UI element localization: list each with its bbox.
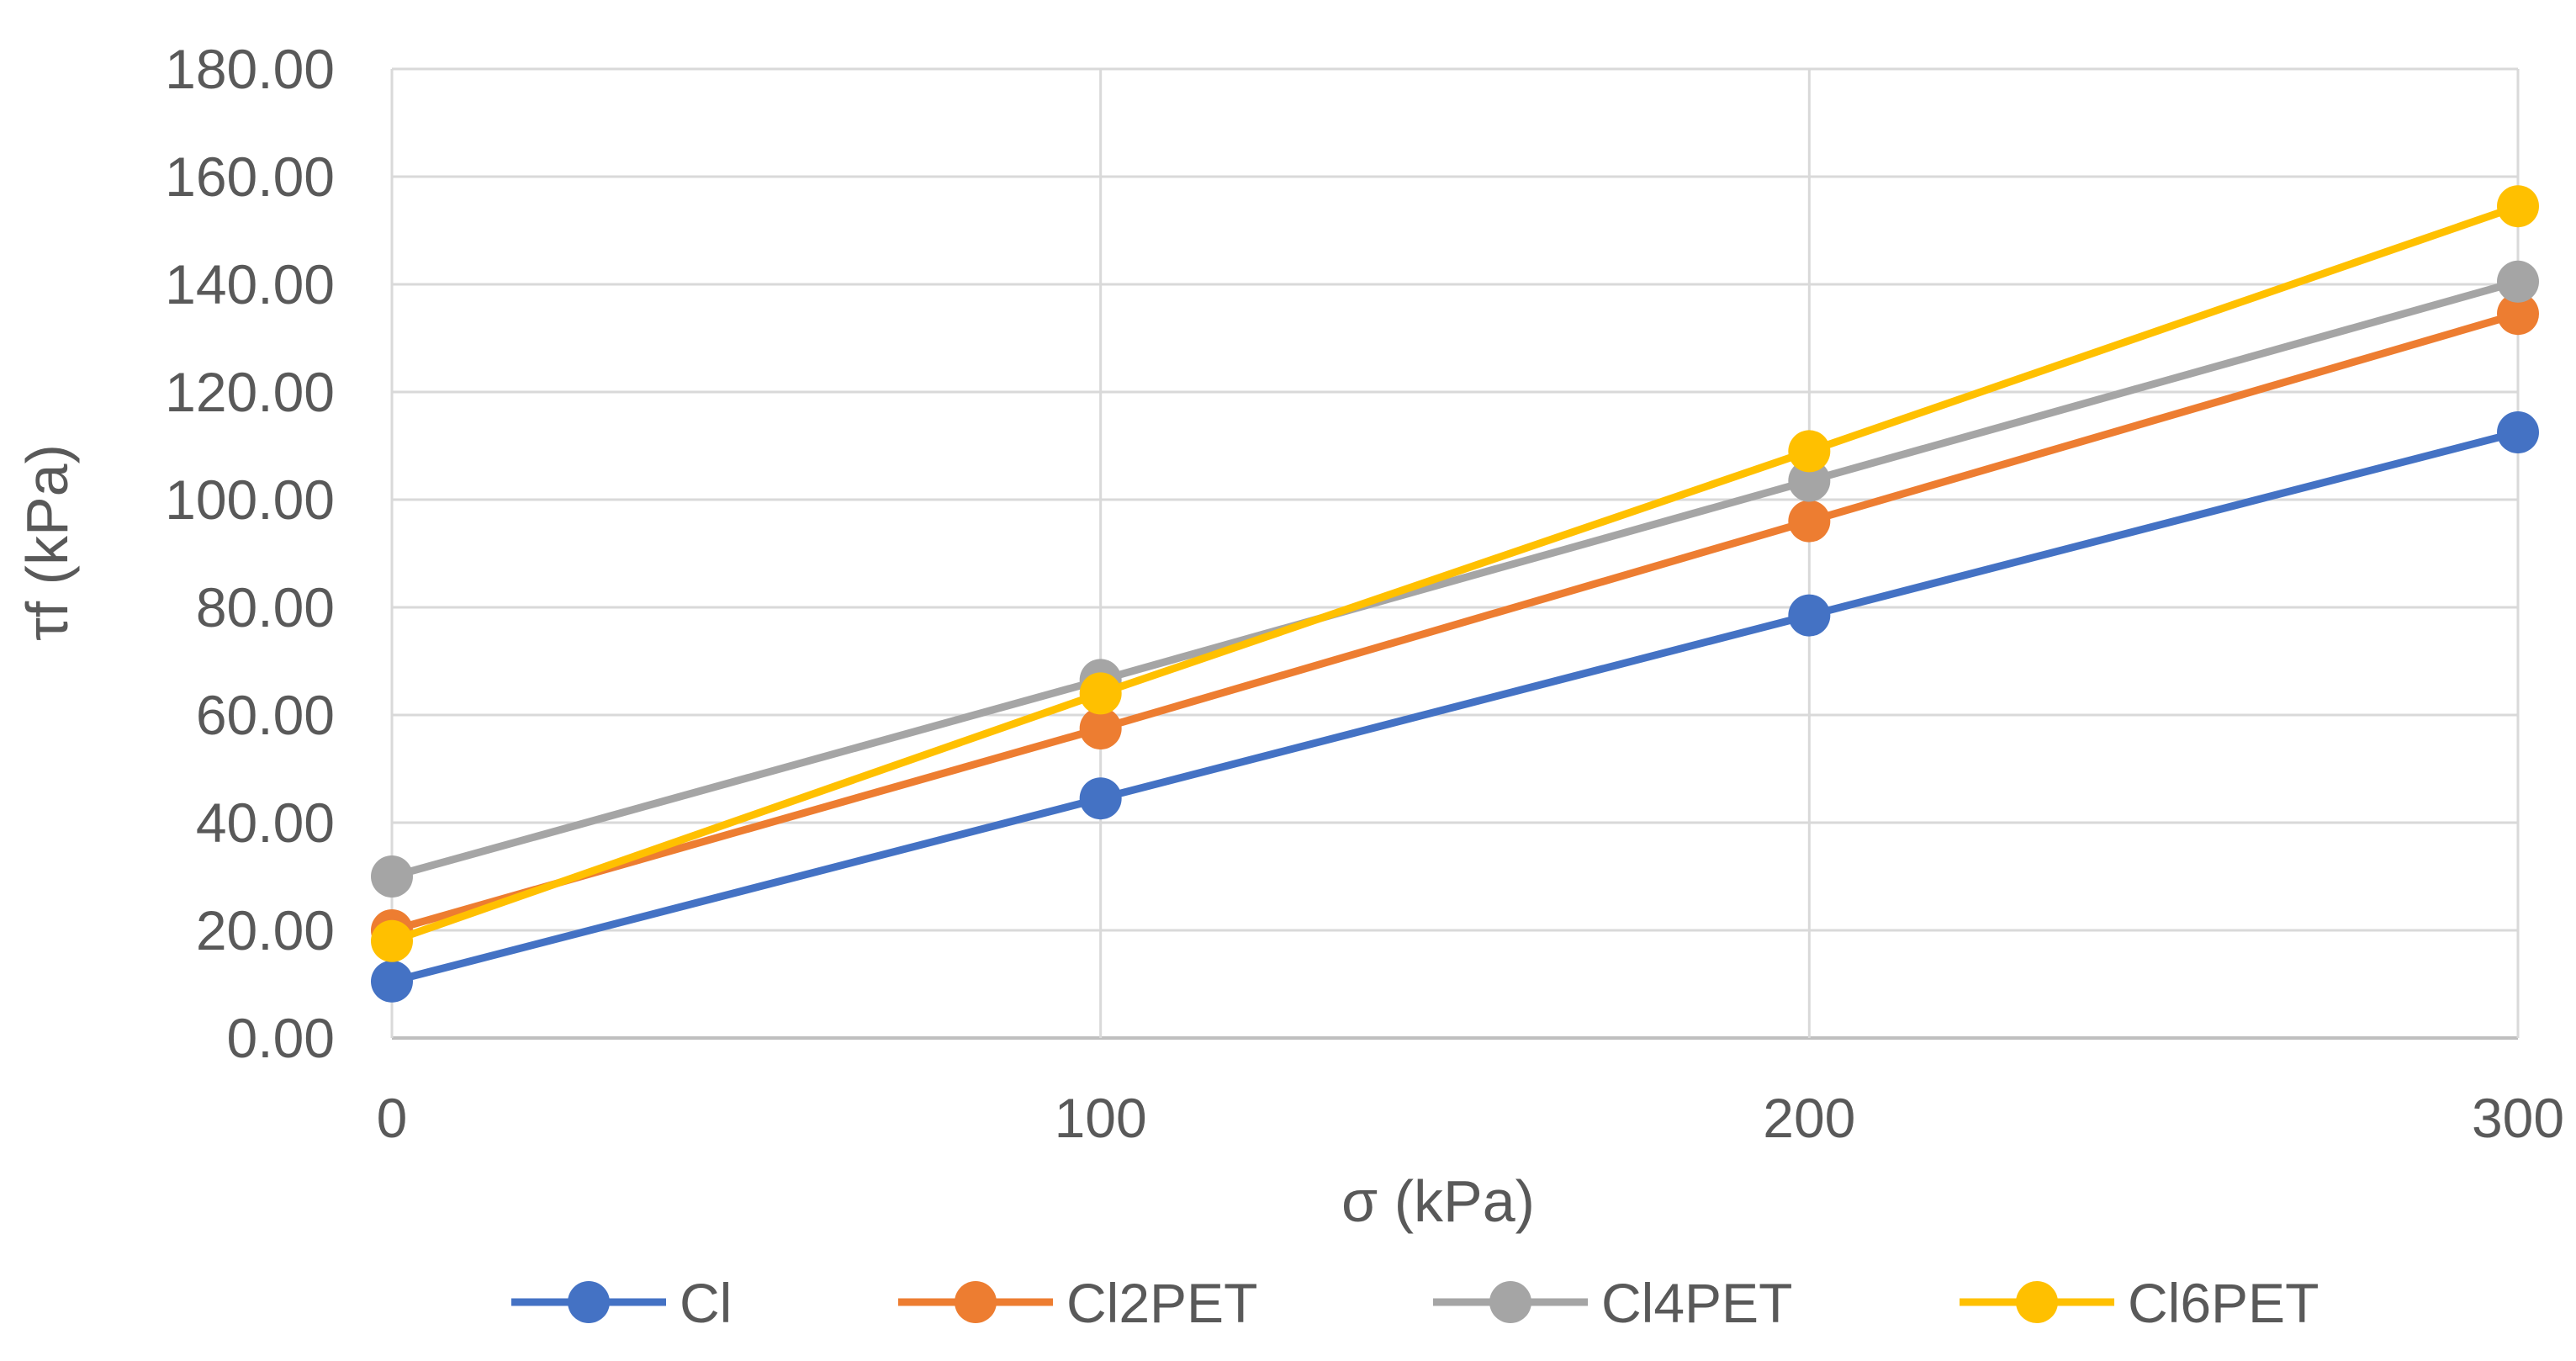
x-axis-ticks: 0 100 200 300	[377, 1087, 2564, 1149]
y-tick-label: 100.00	[165, 469, 335, 531]
legend-label: Cl4PET	[1601, 1272, 1792, 1334]
data-point	[1788, 594, 1831, 637]
data-point	[2497, 185, 2539, 228]
data-point	[371, 855, 413, 898]
y-axis-title: τf (kPa)	[14, 444, 80, 641]
x-tick-label: 300	[2472, 1087, 2564, 1149]
y-axis-ticks: 0.00 20.00 40.00 60.00 80.00 100.00 120.00 140.…	[165, 38, 335, 1069]
y-tick-label: 120.00	[165, 361, 335, 423]
data-point	[2497, 411, 2539, 453]
legend-item-cl2pet: Cl2PET	[898, 1272, 1257, 1334]
legend-item-cl: Cl	[511, 1272, 732, 1334]
data-point	[371, 960, 413, 1003]
series-cl4pet	[371, 260, 2539, 898]
data-point	[1788, 459, 1831, 502]
series-line	[388, 202, 2522, 945]
legend-swatch-marker	[1489, 1281, 1531, 1323]
data-point	[1079, 707, 1122, 749]
y-tick-label: 160.00	[165, 146, 335, 208]
series-cl6pet	[371, 185, 2539, 962]
legend-swatch-marker	[955, 1281, 997, 1323]
x-tick-label: 200	[1763, 1087, 1855, 1149]
series-cl	[371, 411, 2539, 1003]
x-axis-title: σ (kPa)	[1341, 1168, 1535, 1234]
y-tick-label: 40.00	[196, 792, 335, 854]
series-line	[388, 278, 2522, 881]
data-point	[1788, 430, 1831, 473]
series-line	[388, 310, 2522, 935]
legend-label: Cl	[680, 1272, 732, 1334]
y-tick-label: 180.00	[165, 38, 335, 100]
legend-swatch-marker	[2016, 1281, 2058, 1323]
legend-item-cl6pet: Cl6PET	[1960, 1272, 2319, 1334]
legend-swatch-marker	[568, 1281, 610, 1323]
gridlines	[390, 67, 2520, 1040]
y-tick-label: 60.00	[196, 684, 335, 746]
legend-item-cl4pet: Cl4PET	[1433, 1272, 1792, 1334]
legend: Cl Cl2PET Cl4PET Cl6PET	[511, 1272, 2319, 1334]
series-line	[388, 428, 2522, 986]
legend-label: Cl2PET	[1066, 1272, 1257, 1334]
data-point	[2497, 293, 2539, 336]
data-point	[1079, 777, 1122, 820]
x-tick-label: 0	[377, 1087, 408, 1149]
x-tick-label: 100	[1055, 1087, 1147, 1149]
series-group	[371, 185, 2539, 1003]
y-tick-label: 20.00	[196, 899, 335, 961]
legend-label: Cl6PET	[2128, 1272, 2319, 1334]
data-point	[1788, 500, 1831, 543]
data-point	[1079, 672, 1122, 715]
data-point	[2497, 260, 2539, 303]
y-tick-label: 0.00	[227, 1007, 335, 1069]
y-tick-label: 80.00	[196, 576, 335, 638]
y-tick-label: 140.00	[165, 253, 335, 315]
data-point	[371, 919, 413, 962]
